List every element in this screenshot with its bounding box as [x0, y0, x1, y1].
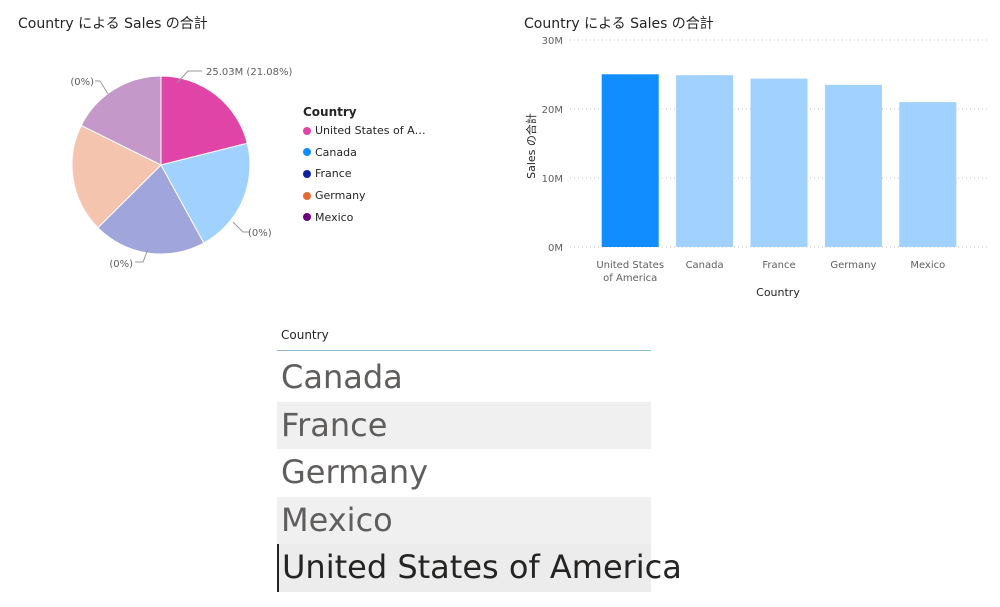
pie-legend: Country United States of A… Canada Franc…: [303, 104, 426, 228]
legend-dot-icon: [303, 169, 311, 178]
pie-chart[interactable]: 25.03M (21.08%) (0%) (0%) (0%): [0, 0, 500, 300]
y-axis-title: Sales の合計: [524, 113, 538, 179]
x-tick-label: France: [762, 260, 795, 271]
slicer-item-france[interactable]: France: [277, 401, 651, 449]
legend-item-usa[interactable]: United States of A…: [303, 120, 426, 142]
legend-title: Country: [303, 105, 357, 119]
bar-united-states-of-america[interactable]: [601, 74, 659, 247]
y-tick-label: 0M: [548, 243, 563, 254]
legend-item-france[interactable]: France: [303, 163, 426, 185]
y-tick-label: 30M: [542, 36, 563, 47]
pie-slice-germany[interactable]: [71, 124, 162, 229]
pie-label-right: (0%): [248, 228, 272, 239]
country-slicer[interactable]: Country Canada France Germany Mexico Uni…: [277, 322, 682, 592]
slicer-list: Canada France Germany Mexico United Stat…: [277, 354, 682, 592]
bar-mexico[interactable]: [899, 102, 957, 247]
bar-chart-visual[interactable]: Country による Sales の合計 0M 10M 20M 30M United…: [500, 0, 1000, 310]
slicer-header: Country: [281, 328, 329, 342]
x-tick-label: Germany: [830, 260, 876, 271]
pie-label-bottom: (0%): [109, 259, 133, 270]
pie-slice-canada[interactable]: [160, 142, 251, 244]
pie-leader-line-right: [232, 221, 250, 233]
pie-label-left: (0%): [70, 77, 94, 88]
legend-item-label: United States of A…: [315, 124, 426, 138]
legend-dot-icon: [303, 191, 311, 200]
bar-chart[interactable]: 0M 10M 20M 30M United States of America Canad…: [500, 0, 1000, 310]
bar-germany[interactable]: [824, 84, 882, 247]
legend-item-canada[interactable]: Canada: [303, 142, 426, 164]
pie-slice-france[interactable]: [97, 164, 205, 255]
y-tick-label: 10M: [542, 174, 563, 185]
legend-item-label: France: [315, 167, 352, 181]
pie-slice-mexico[interactable]: [80, 75, 162, 166]
slicer-item-mexico[interactable]: Mexico: [277, 496, 651, 544]
bar-france[interactable]: [750, 78, 808, 247]
pie-label-top: 25.03M (21.08%): [206, 67, 292, 78]
slicer-item-canada[interactable]: Canada: [281, 358, 403, 396]
x-tick-label: Mexico: [910, 260, 945, 271]
legend-item-mexico[interactable]: Mexico: [303, 206, 426, 228]
pie-chart-visual[interactable]: Country による Sales の合計 25.03M (21.08%) (0…: [0, 0, 500, 300]
legend-item-germany[interactable]: Germany: [303, 185, 426, 207]
legend-dot-icon: [303, 213, 311, 222]
legend-item-label: Mexico: [315, 210, 354, 224]
slicer-item-germany[interactable]: Germany: [281, 453, 429, 491]
legend-item-label: Germany: [315, 189, 366, 203]
slicer-divider: [277, 350, 651, 351]
y-tick-label: 20M: [542, 105, 563, 116]
slicer-item-united-states-of-america[interactable]: United States of America: [277, 544, 682, 592]
bar-chart-title: Country による Sales の合計: [524, 16, 714, 32]
pie-slice-united-states-of-america[interactable]: [160, 75, 248, 166]
pie-chart-title: Country による Sales の合計: [18, 16, 208, 32]
pie-leader-line-top: [176, 70, 202, 84]
x-tick-label: Canada: [686, 260, 724, 271]
legend-dot-icon: [303, 126, 311, 135]
x-axis-title: Country: [756, 286, 800, 299]
pie-leader-line-left: [95, 80, 109, 95]
pie-leader-line-bottom: [135, 248, 149, 263]
bar-canada[interactable]: [676, 75, 734, 247]
legend-item-label: Canada: [315, 145, 357, 159]
legend-dot-icon: [303, 148, 311, 157]
x-tick-label: United States of America: [596, 260, 664, 284]
